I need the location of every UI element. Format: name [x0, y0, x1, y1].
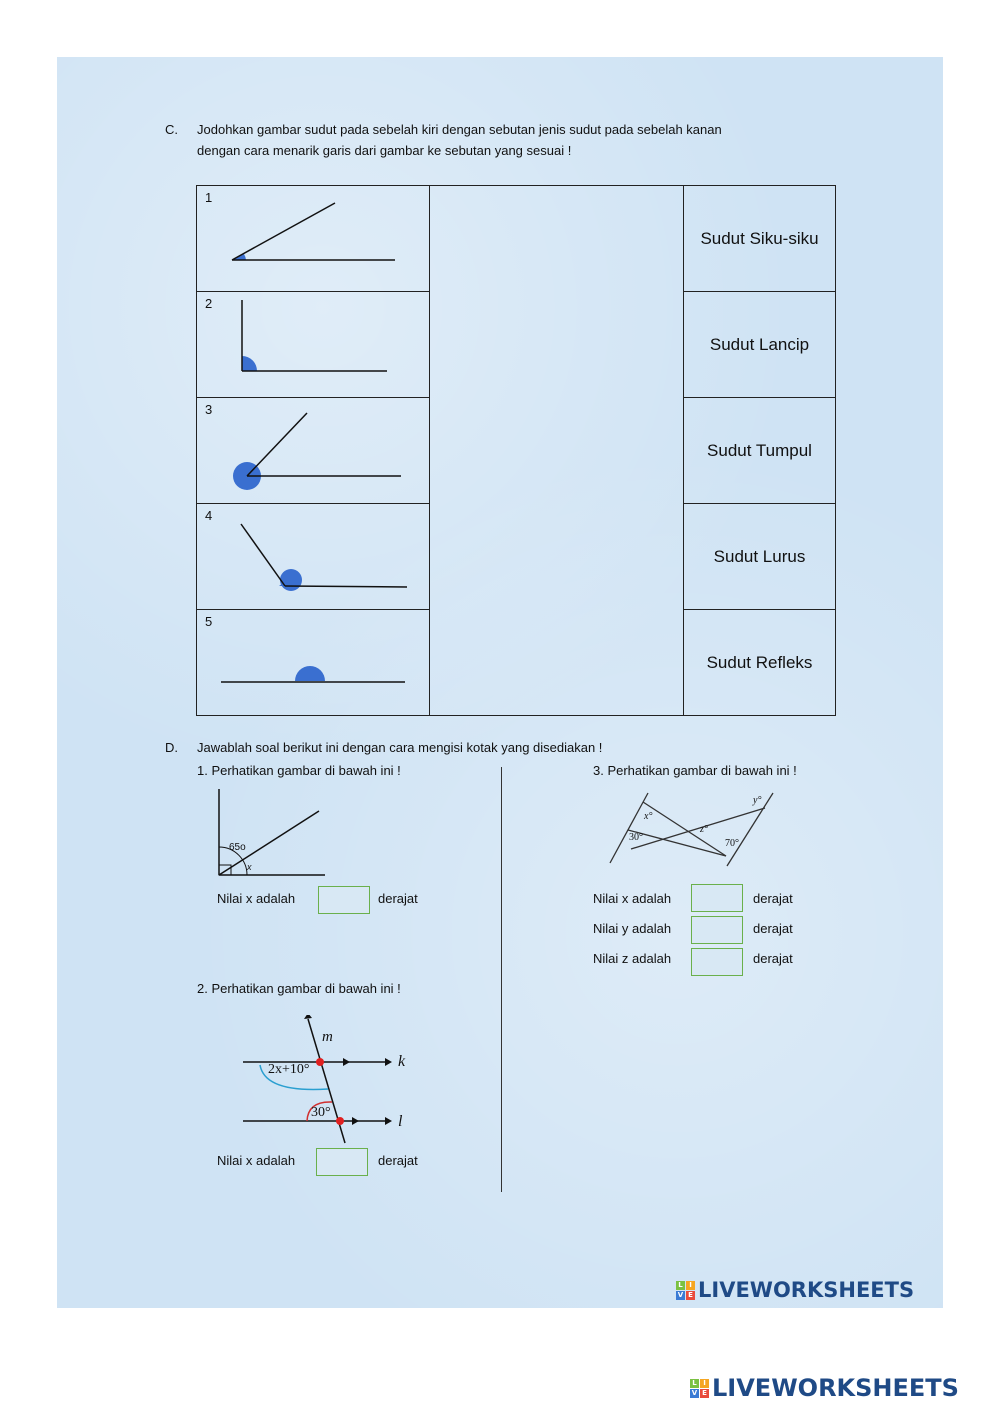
- q2-parallel-lines-figure: [243, 1015, 392, 1144]
- line-k-label: k: [398, 1053, 406, 1070]
- row-number: 4: [205, 508, 213, 523]
- row-number: 3: [205, 402, 213, 417]
- section-d-instruction: Jawablah soal berikut ini dengan cara me…: [197, 740, 603, 755]
- label-cell-5[interactable]: Sudut Refleks: [683, 609, 836, 716]
- angle-type-label: Sudut Siku-siku: [700, 228, 819, 248]
- q3-x-unit: derajat: [753, 891, 793, 906]
- line-l-label: l: [398, 1113, 403, 1130]
- label-cell-4[interactable]: Sudut Lurus: [683, 503, 836, 610]
- section-c-letter: C.: [165, 122, 178, 137]
- q1-title: 1. Perhatikan gambar di bawah ini !: [197, 763, 401, 778]
- matching-table: 1 Sudut Siku-siku 2 Sudut Lancip 3 Sudut…: [196, 185, 836, 716]
- straight-angle-figure: [221, 666, 405, 683]
- q3-y-unit: derajat: [753, 921, 793, 936]
- q3-y-answer-label: Nilai y adalah: [593, 921, 672, 936]
- q1-answer-label: Nilai x adalah: [217, 891, 296, 906]
- q1-angle-figure: [218, 789, 325, 876]
- q1-answer-input[interactable]: [318, 886, 370, 914]
- q3-x-answer-label: Nilai x adalah: [593, 891, 672, 906]
- column-divider: [501, 767, 502, 1192]
- angle-type-label: Sudut Tumpul: [707, 440, 812, 460]
- q3-triangles-figure: [609, 792, 774, 867]
- angle-cell-3[interactable]: 3: [196, 397, 430, 504]
- angle-type-label: Sudut Lurus: [713, 546, 806, 566]
- reflex-angle-figure: [233, 412, 401, 490]
- row-number: 1: [205, 190, 213, 205]
- acute-angle-figure: [231, 202, 395, 261]
- logo-text: LIVEWORKSHEETS: [698, 1278, 915, 1302]
- angle-cell-5[interactable]: 5: [196, 609, 430, 716]
- q3-z-unit: derajat: [753, 951, 793, 966]
- q1-x-label: x: [247, 862, 252, 872]
- row-number: 2: [205, 296, 213, 311]
- right-angle-figure: [241, 300, 387, 372]
- line-m-label: m: [322, 1029, 333, 1045]
- label-cell-2[interactable]: Sudut Lancip: [683, 291, 836, 398]
- label-cell-3[interactable]: Sudut Tumpul: [683, 397, 836, 504]
- q3-z-answer-input[interactable]: [691, 948, 743, 976]
- q3-x-answer-input[interactable]: [691, 884, 743, 912]
- q1-unit: derajat: [378, 891, 418, 906]
- section-d-letter: D.: [165, 740, 178, 755]
- q2-answer-label: Nilai x adalah: [217, 1153, 296, 1168]
- section-c-instruction-2: dengan cara menarik garis dari gambar ke…: [197, 143, 572, 158]
- q3-z-answer-label: Nilai z adalah: [593, 951, 672, 966]
- q1-angle-label: 65o: [229, 842, 246, 853]
- row-number: 5: [205, 614, 213, 629]
- q3-x-label: x°: [644, 811, 653, 822]
- section-c-instruction-1: Jodohkan gambar sudut pada sebelah kiri …: [197, 122, 722, 137]
- angle-type-label: Sudut Refleks: [706, 652, 813, 672]
- q3-title: 3. Perhatikan gambar di bawah ini !: [593, 763, 797, 778]
- logo-text: LIVEWORKSHEETS: [712, 1374, 959, 1402]
- label-cell-1[interactable]: Sudut Siku-siku: [683, 185, 836, 292]
- q3-30-label: 30°: [629, 832, 643, 843]
- q3-z-label: z°: [700, 824, 708, 835]
- q3-y-label: y°: [753, 795, 762, 806]
- q2-answer-input[interactable]: [316, 1148, 368, 1176]
- matching-area[interactable]: [429, 185, 684, 716]
- angle-type-label: Sudut Lancip: [709, 334, 810, 354]
- angle-2x10-label: 2x+10°: [268, 1062, 310, 1077]
- obtuse-angle-figure: [240, 523, 408, 591]
- angle-cell-1[interactable]: 1: [196, 185, 430, 292]
- angle-cell-4[interactable]: 4: [196, 503, 430, 610]
- q3-y-answer-input[interactable]: [691, 916, 743, 944]
- angle-30-label: 30°: [311, 1105, 331, 1120]
- q2-title: 2. Perhatikan gambar di bawah ini !: [197, 981, 401, 996]
- angle-cell-2[interactable]: 2: [196, 291, 430, 398]
- q2-unit: derajat: [378, 1153, 418, 1168]
- q3-70-label: 70°: [725, 838, 739, 849]
